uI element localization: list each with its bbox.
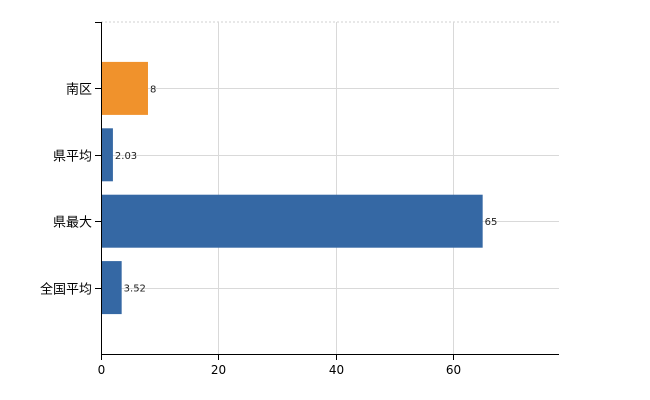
bar-value-label: 3.52	[124, 284, 146, 295]
category-label: 県平均	[53, 150, 92, 165]
x-tick-label: 60	[446, 363, 461, 377]
bar	[101, 128, 113, 182]
bar	[101, 261, 122, 315]
category-label: 全国平均	[40, 282, 92, 298]
category-label: 南区	[66, 82, 92, 98]
bar-value-label: 8	[150, 84, 156, 95]
category-label: 県最大	[53, 216, 92, 231]
bar	[101, 61, 148, 115]
bar	[101, 194, 483, 248]
bar-value-label: 65	[485, 217, 498, 228]
x-tick-label: 20	[211, 363, 226, 377]
x-tick-label: 0	[98, 363, 106, 377]
x-tick-label: 40	[329, 363, 344, 377]
bar-value-label: 2.03	[115, 151, 137, 162]
